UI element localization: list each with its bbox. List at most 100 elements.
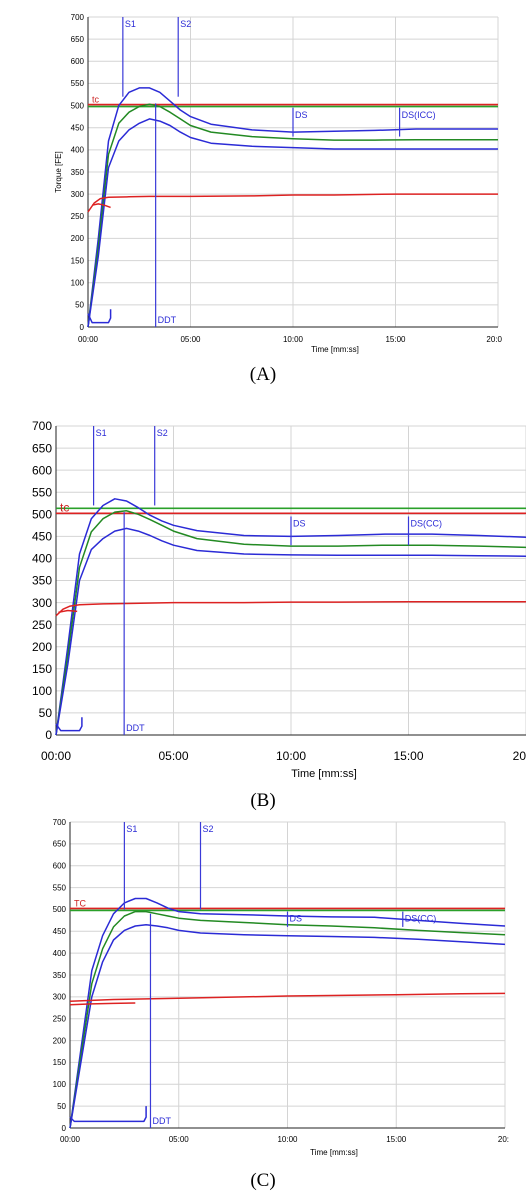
marker-label: S1 [125, 19, 136, 29]
chart-panel-1: 0 50 100 150 200 250 300 350 400 450 500 550 600 650 7… [54, 13, 503, 385]
series-line-3 [55, 527, 526, 736]
marker-label: S2 [157, 428, 168, 438]
y-tick-label: 200 [53, 1036, 67, 1045]
y-tick-label: 550 [32, 485, 52, 499]
x-tick-label: 05:00 [158, 749, 188, 763]
y-tick-label: 650 [71, 35, 85, 44]
y-tick-label: 700 [53, 818, 67, 827]
y-tick-label: 500 [32, 507, 52, 521]
x-tick-label: 10:00 [277, 1135, 298, 1144]
series-line-1 [69, 897, 506, 1129]
y-tick-label: 550 [53, 883, 67, 892]
y-tick-label: 250 [71, 212, 85, 221]
y-tick-label: 500 [53, 905, 67, 914]
y-tick-label: 450 [71, 124, 85, 133]
y-tick-label: 650 [32, 441, 52, 455]
marker-label: S2 [203, 824, 214, 834]
y-tick-label: 600 [53, 862, 67, 871]
y-tick-label: 400 [53, 949, 67, 958]
marker-label: DS [295, 110, 308, 120]
marker-label: DS(ICC) [402, 110, 436, 120]
series-line-6 [69, 1106, 147, 1123]
series-line-1 [87, 87, 498, 328]
y-tick-label: 400 [32, 552, 52, 566]
x-axis-label: Time [mm:ss] [310, 1148, 358, 1157]
marker-label: DS(CC) [411, 518, 443, 528]
y-tick-label: 700 [32, 419, 52, 433]
series-line-2 [87, 103, 498, 328]
series-line-3 [87, 118, 498, 328]
figure-caption: (B) [250, 790, 275, 811]
y-tick-label: 100 [32, 684, 52, 698]
y-tick-label: 50 [57, 1102, 66, 1111]
y-tick-label: 150 [53, 1058, 67, 1067]
y-tick-label: 300 [71, 190, 85, 199]
y-tick-label: 350 [32, 574, 52, 588]
y-tick-label: 300 [32, 596, 52, 610]
y-tick-label: 0 [80, 323, 85, 332]
y-tick-label: 200 [32, 640, 52, 654]
y-tick-label: 650 [53, 840, 67, 849]
marker-label: DDT [152, 1116, 171, 1126]
x-tick-label: 20:0 [486, 335, 502, 344]
y-tick-label: 0 [62, 1124, 67, 1133]
series-line-4 [87, 193, 498, 213]
chart-panel-3: 0 50 100 150 200 250 300 350 400 450 500 550 600 650 7… [53, 818, 509, 1191]
x-tick-label: 15:00 [386, 1135, 407, 1144]
series-line-4 [69, 992, 506, 1002]
y-tick-label: 250 [53, 1015, 67, 1024]
marker-label: DS [293, 518, 306, 528]
y-tick-label: 100 [53, 1080, 67, 1089]
y-tick-label: 150 [71, 256, 85, 265]
x-axis-label: Time [mm:ss] [311, 345, 359, 354]
x-tick-label: 05:00 [180, 335, 201, 344]
x-tick-label: 05:00 [169, 1135, 190, 1144]
figure-caption: (C) [250, 1170, 275, 1191]
series-line-5 [91, 203, 111, 209]
x-tick-label: 15:00 [393, 749, 423, 763]
x-tick-label: 20: [498, 1135, 509, 1144]
y-tick-label: 0 [45, 728, 52, 742]
chart-panel-2: 0 50 100 150 200 250 300 350 400 450 500 550 600 650 7… [32, 419, 526, 811]
y-tick-label: 600 [32, 463, 52, 477]
y-tick-label: 100 [71, 279, 85, 288]
y-tick-label: 300 [53, 993, 67, 1002]
y-tick-label: 250 [32, 618, 52, 632]
y-tick-label: 50 [75, 301, 84, 310]
series-line-6 [55, 717, 83, 732]
marker-label: S2 [180, 19, 191, 29]
x-tick-label: 00:00 [78, 335, 99, 344]
y-tick-label: 550 [71, 79, 85, 88]
y-tick-label: 400 [71, 146, 85, 155]
series-line-2 [69, 910, 506, 1129]
series-line-4 [55, 600, 526, 617]
y-tick-label: 600 [71, 57, 85, 66]
marker-label: S1 [96, 428, 107, 438]
y-tick-label: 450 [32, 530, 52, 544]
x-tick-label: 15:00 [385, 335, 406, 344]
y-tick-label: 200 [71, 234, 85, 243]
x-axis-label: Time [mm:ss] [291, 768, 357, 780]
tc-label: tc [60, 500, 69, 514]
x-tick-label: 10:00 [283, 335, 304, 344]
tc-label: tc [92, 95, 100, 105]
y-axis-label: Torque [FE] [54, 151, 63, 192]
series-line-5 [69, 1002, 136, 1006]
y-tick-label: 350 [71, 168, 85, 177]
marker-label: DDT [126, 723, 145, 733]
x-tick-label: 00:00 [41, 749, 71, 763]
x-tick-label: 00:00 [60, 1135, 81, 1144]
y-tick-label: 500 [71, 101, 85, 110]
y-tick-label: 350 [53, 971, 67, 980]
series-line-2 [55, 510, 526, 736]
marker-label: DS [290, 914, 303, 924]
marker-label: DDT [158, 315, 177, 325]
y-tick-label: 50 [39, 706, 53, 720]
series-line-6 [87, 309, 112, 324]
x-tick-label: 20 [513, 749, 526, 763]
series-line-5 [58, 609, 78, 614]
tc-label: TC [74, 898, 86, 908]
figure-caption: (A) [250, 364, 276, 385]
y-tick-label: 700 [71, 13, 85, 22]
